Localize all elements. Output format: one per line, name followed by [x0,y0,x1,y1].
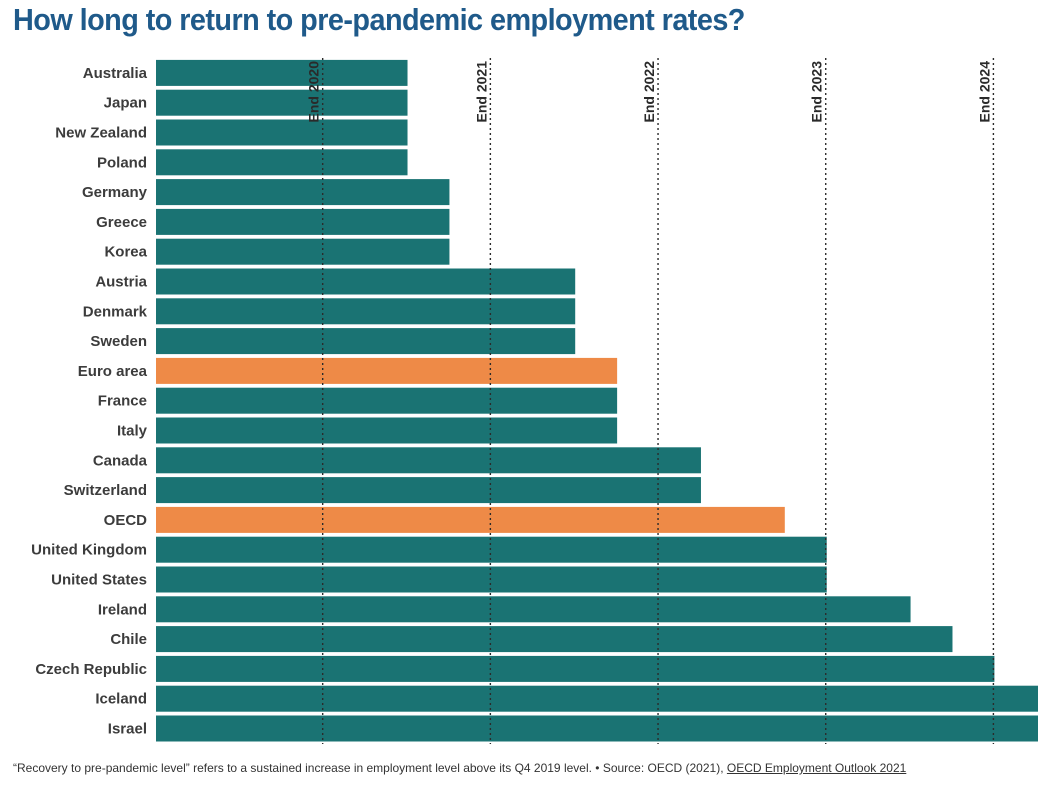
category-label-switzerland: Switzerland [64,482,147,499]
bar-canada [156,447,701,474]
bar-greece [156,208,450,235]
chart-footer: “Recovery to pre-pandemic level” refers … [13,761,906,775]
bar-germany [156,179,450,206]
bar-italy [156,417,618,444]
category-label-denmark: Denmark [83,303,148,320]
category-label-israel: Israel [108,721,147,738]
category-label-poland: Poland [97,154,147,171]
category-label-korea: Korea [104,244,147,261]
category-label-euro-area: Euro area [78,363,148,380]
bar-denmark [156,298,576,325]
category-label-greece: Greece [96,214,147,231]
bar-iceland [156,685,1038,712]
bar-japan [156,89,408,116]
bar-chile [156,626,953,653]
category-label-oecd: OECD [104,512,148,529]
category-label-ireland: Ireland [98,601,147,618]
bar-austria [156,268,576,295]
bar-switzerland [156,477,701,504]
bar-new-zealand [156,119,408,146]
bar-ireland [156,596,911,623]
chart-title: How long to return to pre-pandemic emplo… [13,2,745,37]
category-label-austria: Austria [95,274,147,291]
bar-euro-area [156,357,618,384]
reference-label-end-2020: End 2020 [306,61,322,123]
category-label-france: France [98,393,147,410]
reference-label-end-2022: End 2022 [641,61,657,123]
reference-label-end-2021: End 2021 [473,61,489,123]
category-label-germany: Germany [82,184,148,201]
category-label-iceland: Iceland [95,691,147,708]
category-label-sweden: Sweden [90,333,147,350]
category-label-new-zealand: New Zealand [55,125,147,142]
source-link[interactable]: OECD Employment Outlook 2021 [726,761,907,775]
bar-oecd [156,506,785,533]
category-label-united-states: United States [51,572,147,589]
bar-australia [156,59,408,86]
bar-israel [156,715,1038,742]
bar-sweden [156,328,576,355]
category-label-canada: Canada [93,452,148,469]
bar-united-kingdom [156,536,827,563]
bar-france [156,387,618,414]
footer-note: “Recovery to pre-pandemic level” refers … [13,761,724,775]
bar-united-states [156,566,827,593]
category-label-japan: Japan [104,95,147,112]
reference-label-end-2024: End 2024 [976,61,992,123]
category-label-czech-republic: Czech Republic [35,661,147,678]
category-label-italy: Italy [117,423,148,440]
category-label-united-kingdom: United Kingdom [31,542,147,559]
bar-korea [156,238,450,265]
category-label-australia: Australia [83,65,148,82]
reference-label-end-2023: End 2023 [809,61,825,123]
bar-poland [156,149,408,176]
bar-czech-republic [156,655,995,682]
category-label-chile: Chile [110,631,147,648]
